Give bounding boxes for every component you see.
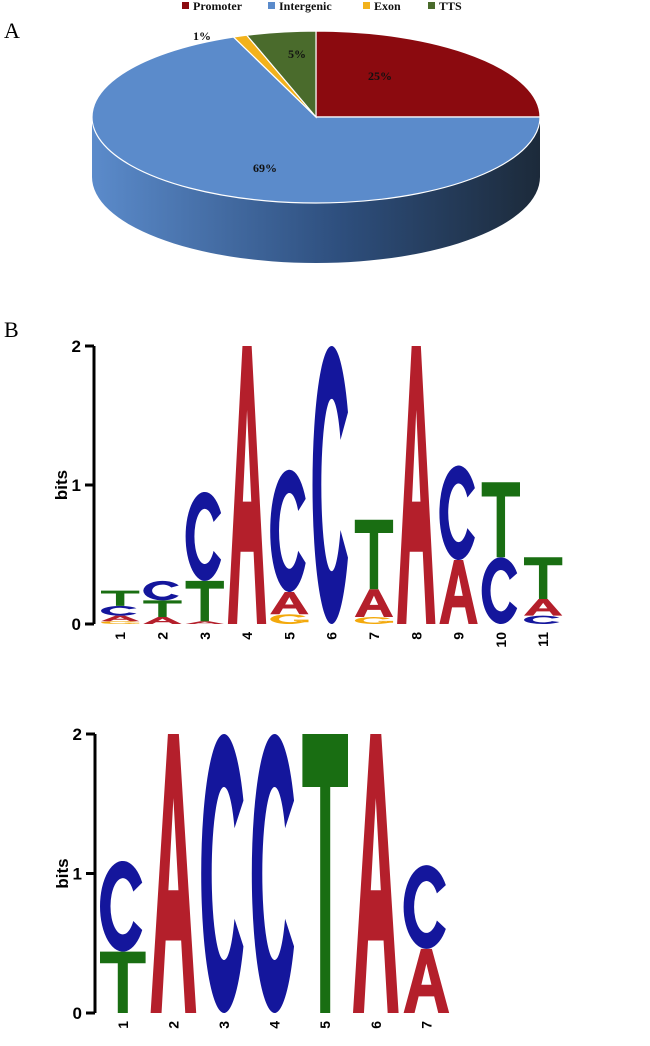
position-label: 1 (112, 632, 128, 640)
position-label: 4 (239, 632, 255, 640)
legend-swatch-promoter (182, 2, 189, 9)
logo-letter-c (270, 469, 306, 593)
pie-value-label-intergenic: 69% (253, 161, 277, 175)
logo-letter-c (439, 465, 475, 561)
pie-value-label-exon: 1% (193, 29, 211, 43)
pie-chart: 25% 69% 1% 5% (91, 29, 541, 263)
y-tick-label: 0 (72, 615, 81, 634)
legend-label-promoter: Promoter (193, 0, 243, 13)
y-axis-label: bits (53, 858, 72, 888)
legend-label-tts: TTS (439, 0, 462, 13)
logo-letter-t (354, 519, 394, 590)
legend-swatch-intergenic (268, 2, 275, 9)
legend-swatch-exon (363, 2, 370, 9)
logo-letter-c (524, 615, 560, 624)
pie-slice-promoter (315, 30, 541, 118)
logo-letter-a (403, 948, 450, 1013)
position-label: 6 (324, 632, 340, 640)
y-tick-label: 1 (72, 476, 81, 495)
pie-slice-tts (245, 30, 317, 119)
pie-slice-intergenic (91, 36, 541, 204)
position-label: 7 (366, 632, 382, 640)
position-label: 9 (451, 632, 467, 640)
y-tick-label: 1 (73, 865, 82, 884)
logo-letter-a (270, 592, 309, 615)
logo-letter-a (439, 560, 478, 624)
logo-letter-g (101, 621, 140, 625)
logo-letter-g (270, 614, 309, 624)
y-tick-label: 0 (73, 1004, 82, 1023)
y-tick-label: 2 (72, 337, 81, 356)
position-label: 2 (154, 632, 170, 640)
logo-letter-t (185, 580, 224, 622)
pie-legend: Promoter Intergenic Exon TTS (182, 0, 462, 13)
y-tick-label: 2 (73, 725, 82, 744)
logo-letter-a (185, 621, 224, 624)
logo-letter-a (150, 734, 197, 1013)
logo-letter-t (302, 734, 348, 1013)
logo-letter-a (354, 589, 394, 618)
logo-letter-a (101, 615, 140, 622)
position-label: 3 (197, 632, 213, 640)
legend-label-exon: Exon (374, 0, 401, 13)
position-label: 8 (408, 632, 424, 640)
logo-letter-c (403, 865, 446, 949)
logo-letter-c (143, 580, 179, 601)
panel-label-b: B (4, 317, 19, 342)
logo-letter-a (143, 617, 182, 624)
position-label: 10 (493, 632, 509, 648)
logo-letter-a (227, 346, 267, 624)
logo-letter-c (100, 860, 143, 952)
logo-letter-t (481, 482, 520, 558)
legend-swatch-tts (428, 2, 435, 9)
logo-letter-c (251, 734, 295, 1013)
logo-letter-t (524, 557, 563, 599)
panel-label-a: A (4, 18, 20, 43)
logo-letter-c (185, 491, 222, 581)
pie-side-intergenic (92, 117, 540, 263)
logo-letter-a (397, 346, 436, 624)
pie-value-label-promoter: 25% (368, 69, 392, 83)
pie-value-label-tts: 5% (288, 47, 306, 61)
position-label: 11 (535, 632, 551, 647)
logo-letter-t (100, 951, 146, 1013)
position-label: 3 (216, 1021, 232, 1029)
position-label: 2 (165, 1021, 181, 1029)
position-label: 4 (267, 1021, 283, 1029)
logo-letter-c (101, 605, 137, 616)
logo-letter-c (481, 557, 518, 624)
logo-letter-c (312, 345, 348, 624)
logo-letter-t (143, 600, 182, 618)
logo-letter-g (354, 617, 394, 624)
position-label: 6 (368, 1021, 384, 1029)
legend-label-intergenic: Intergenic (279, 0, 332, 13)
position-label: 7 (418, 1021, 434, 1029)
position-label: 5 (281, 632, 297, 640)
position-label: 5 (317, 1021, 333, 1029)
logo-letter-c (201, 734, 244, 1013)
position-label: 1 (115, 1021, 131, 1029)
logo-letter-t (101, 590, 140, 606)
y-axis-label: bits (52, 470, 71, 500)
logo-letter-a (353, 734, 399, 1013)
logo-letter-a (524, 598, 563, 616)
